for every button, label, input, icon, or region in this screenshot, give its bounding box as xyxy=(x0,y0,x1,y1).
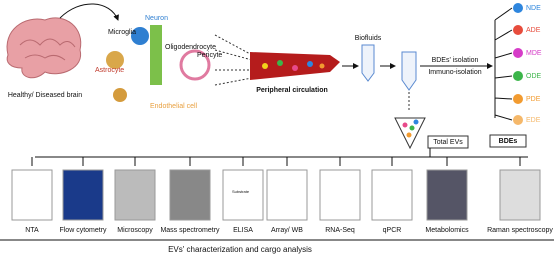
evs xyxy=(402,119,419,138)
bde-label: ADE xyxy=(526,27,541,34)
cell-label: Pericyte xyxy=(197,52,222,59)
circulation-label: Peripheral circulation xyxy=(256,87,328,94)
ev-icon xyxy=(513,25,523,35)
ev-icon xyxy=(513,3,523,13)
bde-label: EDE xyxy=(526,117,541,124)
method-label: NTA xyxy=(25,227,39,234)
bde-label: NDE xyxy=(526,5,541,12)
bde-label: MDE xyxy=(526,50,542,57)
pericyte-icon xyxy=(113,88,127,102)
ev-icon xyxy=(513,94,523,104)
method-icon xyxy=(169,169,211,221)
method-icon xyxy=(499,169,541,221)
isolation-method: Immuno-isolation xyxy=(428,69,481,76)
ev-icon xyxy=(513,115,523,125)
bde-list: NDE ADE MDE ODE PDE EDE xyxy=(513,3,542,125)
bde-label: PDE xyxy=(526,96,541,103)
footer-label: EVs' characterization and cargo analysis xyxy=(168,245,312,254)
dashed-lines xyxy=(214,34,253,86)
isolation-title: BDEs' isolation xyxy=(432,57,479,64)
brain-folds xyxy=(19,38,76,61)
method-label: RNA-Seq xyxy=(325,227,355,234)
endothelial-icon xyxy=(179,49,211,81)
method-icon xyxy=(62,169,104,221)
neuron-icon xyxy=(131,27,149,45)
total-evs: Total EVs xyxy=(433,139,463,146)
method-icon xyxy=(114,169,156,221)
cell-label: Microglia xyxy=(108,29,136,36)
method-bracket xyxy=(35,148,528,158)
method-label: Metabolomics xyxy=(425,227,469,234)
ev-icon xyxy=(513,71,523,81)
total-box xyxy=(427,135,469,149)
cell-label: Astrocyte xyxy=(95,67,124,74)
brain-icon xyxy=(6,17,82,79)
cell-label: Endothelial cell xyxy=(150,103,198,110)
method-icon xyxy=(371,169,413,221)
cell-label: Oligodendrocyte xyxy=(165,44,216,51)
method-list: NTA Flow cytometry Microscopy Mass spectrom… xyxy=(11,157,553,234)
method-label: Microscopy xyxy=(117,227,153,234)
astrocyte-icon xyxy=(106,51,124,69)
method-label: qPCR xyxy=(383,227,402,234)
ev-icon xyxy=(513,48,523,58)
method-label: ELISA xyxy=(233,227,253,234)
method-icon xyxy=(11,169,53,221)
method-label: Flow cytometry xyxy=(59,227,107,234)
brain-arrow xyxy=(59,3,119,21)
method-label: Raman spectroscopy xyxy=(487,227,553,234)
method-icon xyxy=(426,169,468,221)
method-icon xyxy=(319,169,361,221)
method-label: Mass spectrometry xyxy=(160,227,220,234)
tube-icon xyxy=(401,51,417,91)
method-icon xyxy=(266,169,308,221)
vessel-cell xyxy=(150,25,162,85)
brain-label: Healthy/ Diseased brain xyxy=(8,92,82,99)
bde-label: ODE xyxy=(526,73,542,80)
biofluids-label: Biofluids xyxy=(355,35,382,42)
bde-bracket xyxy=(494,7,513,121)
bdes-box xyxy=(489,134,527,148)
bdes-label: BDEs xyxy=(499,138,518,145)
method-icon xyxy=(222,169,264,221)
method-label: Array/ WB xyxy=(271,227,303,234)
substrate-label: Substrate xyxy=(232,189,250,194)
tube-icon xyxy=(361,44,375,82)
blood-cells xyxy=(262,60,325,71)
cell-label: Neuron xyxy=(145,15,168,22)
